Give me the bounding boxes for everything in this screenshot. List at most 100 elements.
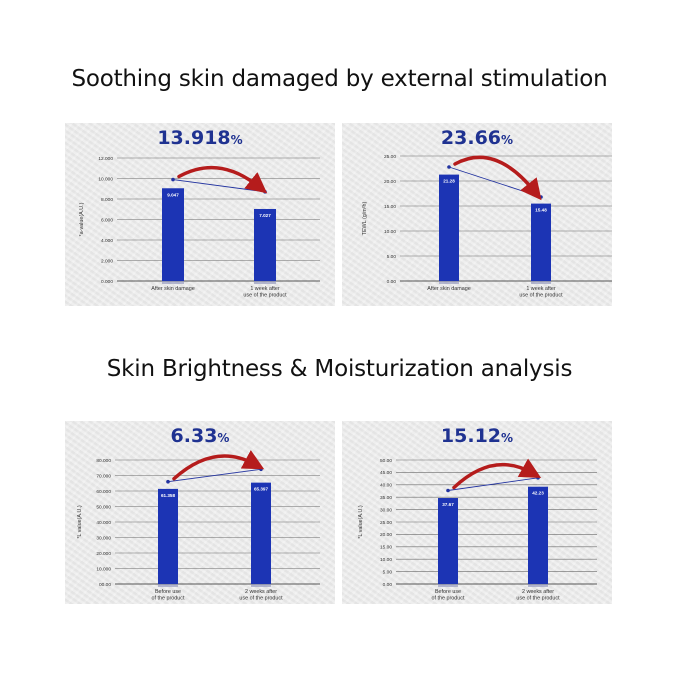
- headline-unit: %: [217, 431, 230, 445]
- bar-shadow: [254, 281, 276, 284]
- headline-unit: %: [230, 133, 243, 147]
- bar-value-label: 15.48: [535, 208, 547, 213]
- y-tick-label: 15.00: [380, 545, 392, 551]
- bar: [162, 188, 184, 281]
- y-tick-label: 0.00: [383, 582, 393, 588]
- y-tick-label: 20.000: [96, 551, 111, 557]
- y-tick-label: 40.000: [96, 520, 111, 526]
- y-tick-label: 60.000: [96, 489, 111, 495]
- chart-panel-tewl: 23.66% 0.00 5.00 10.00 15.00 20.00 25.00 TEWL …: [342, 123, 612, 306]
- change-arrow: [172, 450, 265, 481]
- bar: [531, 203, 551, 281]
- trend-point: [536, 476, 540, 480]
- bar: [528, 486, 548, 584]
- bar-value-label: 61.358: [161, 493, 175, 498]
- bar-shadow: [439, 281, 459, 284]
- x-category-label: Before use: [155, 589, 181, 595]
- y-tick-label: 2.000: [101, 258, 113, 264]
- y-tick-label: 30.000: [96, 535, 111, 541]
- y-tick-label: 12.000: [98, 156, 113, 162]
- bar-value-label: 7.027: [259, 213, 271, 218]
- headline-value: 13.918: [157, 127, 231, 149]
- y-tick-label: 10.000: [96, 566, 111, 572]
- bar: [439, 174, 459, 281]
- section-title-brightness: Skin Brightness & Moisturization analysi…: [106, 356, 573, 382]
- x-category-label: After skin damage: [151, 286, 194, 292]
- y-tick-label: 6.000: [101, 217, 113, 223]
- bar-shadow: [158, 584, 178, 587]
- y-tick-label: 10.000: [98, 176, 113, 182]
- x-category-label: Before use: [435, 589, 461, 595]
- change-arrow: [452, 458, 542, 490]
- y-tick-label: 30.00: [380, 507, 392, 513]
- headline-value: 23.66: [440, 127, 502, 149]
- headline-value: 15.12: [440, 425, 502, 447]
- trend-line: [167, 468, 262, 483]
- bar-shadow: [438, 584, 458, 587]
- trend-point: [166, 479, 170, 484]
- y-tick-label: 20.00: [384, 179, 396, 185]
- y-tick-label: 40.00: [380, 483, 392, 489]
- x-category-label: use of the product: [516, 596, 560, 602]
- x-category-label: 2 weeks after: [522, 589, 554, 595]
- y-tick-label: 50.000: [96, 504, 111, 510]
- bar-shadow: [528, 584, 548, 587]
- trend-point: [263, 190, 267, 194]
- y-axis-label: *L value(A.U.): [358, 505, 364, 539]
- x-category-label: of the product: [152, 596, 185, 602]
- y-tick-label: 20.00: [380, 532, 392, 538]
- trend-line: [447, 477, 539, 491]
- y-tick-label: 4.000: [101, 238, 113, 244]
- y-tick-label: 0.000: [101, 279, 113, 285]
- y-tick-label: 25.00: [384, 154, 396, 160]
- y-tick-label: 00.00: [99, 582, 111, 588]
- x-category-label: use of the product: [519, 293, 563, 299]
- headline-unit: %: [501, 133, 514, 147]
- bar: [158, 488, 178, 584]
- chart-svg: 0.00 5.00 10.00 15.00 20.00 25.00 TEWL (g/m²h)…: [362, 154, 612, 299]
- chart-headline: 6.33%: [65, 425, 335, 447]
- bar-shadow: [162, 281, 184, 284]
- y-tick-label: 8.000: [101, 197, 113, 203]
- chart-headline: 23.66%: [342, 127, 612, 149]
- bar-shadow: [251, 584, 271, 587]
- chart-panel-a-value: 13.918% 0.000 2.000 4.000 6.000 8.000 10.000 1…: [65, 123, 335, 306]
- trend-point: [446, 488, 450, 493]
- chart-headline: 15.12%: [342, 425, 612, 447]
- section-title-soothing: Soothing skin damaged by external stimul…: [71, 66, 608, 92]
- headline-value: 6.33: [170, 425, 218, 447]
- y-tick-label: 25.00: [380, 520, 392, 526]
- x-category-label: use of the product: [243, 293, 287, 299]
- x-category-label: 1 week after: [526, 286, 556, 292]
- trend-point: [171, 177, 175, 182]
- change-arrow: [453, 155, 542, 201]
- bar: [254, 208, 276, 281]
- y-tick-label: 35.00: [380, 495, 392, 501]
- y-axis-label: *a-value(A.U.): [79, 202, 85, 236]
- y-tick-label: 5.00: [383, 569, 393, 575]
- y-tick-label: 45.00: [380, 470, 392, 476]
- x-category-label: After skin damage: [427, 286, 470, 292]
- trend-point: [259, 467, 263, 472]
- chart-svg: 00.00 10.000 20.000 30.000 40.000 50.000 60.00…: [77, 450, 320, 602]
- y-axis-label: TEWL (g/m²h): [362, 201, 368, 235]
- change-arrow: [177, 165, 268, 194]
- chart-panel-l-value: 6.33% 00.00 10.000 20.000 30.000 40.000 50.00…: [65, 421, 335, 604]
- chart-svg: 0.000 2.000 4.000 6.000 8.000 10.000 12.000 *a-…: [79, 156, 320, 299]
- y-tick-label: 15.00: [384, 204, 396, 210]
- y-tick-label: 80.000: [96, 458, 111, 464]
- x-category-label: of the product: [432, 596, 465, 602]
- chart-svg: 0.00 5.00 10.00 15.00 20.00 25.00 30.00 35.00 40…: [358, 458, 597, 602]
- bar: [438, 498, 458, 584]
- headline-unit: %: [501, 431, 514, 445]
- y-axis-label: *L value(A.U.): [77, 505, 83, 539]
- bar-value-label: 65.397: [254, 487, 268, 492]
- bar-value-label: 37.67: [442, 502, 454, 507]
- chart-panel-l-value-2: 15.12% 0.00 5.00 10.00 15.00 20.00 25.00 30.00…: [342, 421, 612, 604]
- y-tick-label: 70.000: [96, 473, 111, 479]
- bar-value-label: 42.23: [532, 491, 544, 496]
- chart-headline: 13.918%: [65, 127, 335, 149]
- bar-shadow: [531, 281, 551, 284]
- y-tick-label: 5.00: [387, 254, 397, 260]
- y-tick-label: 0.00: [387, 279, 397, 285]
